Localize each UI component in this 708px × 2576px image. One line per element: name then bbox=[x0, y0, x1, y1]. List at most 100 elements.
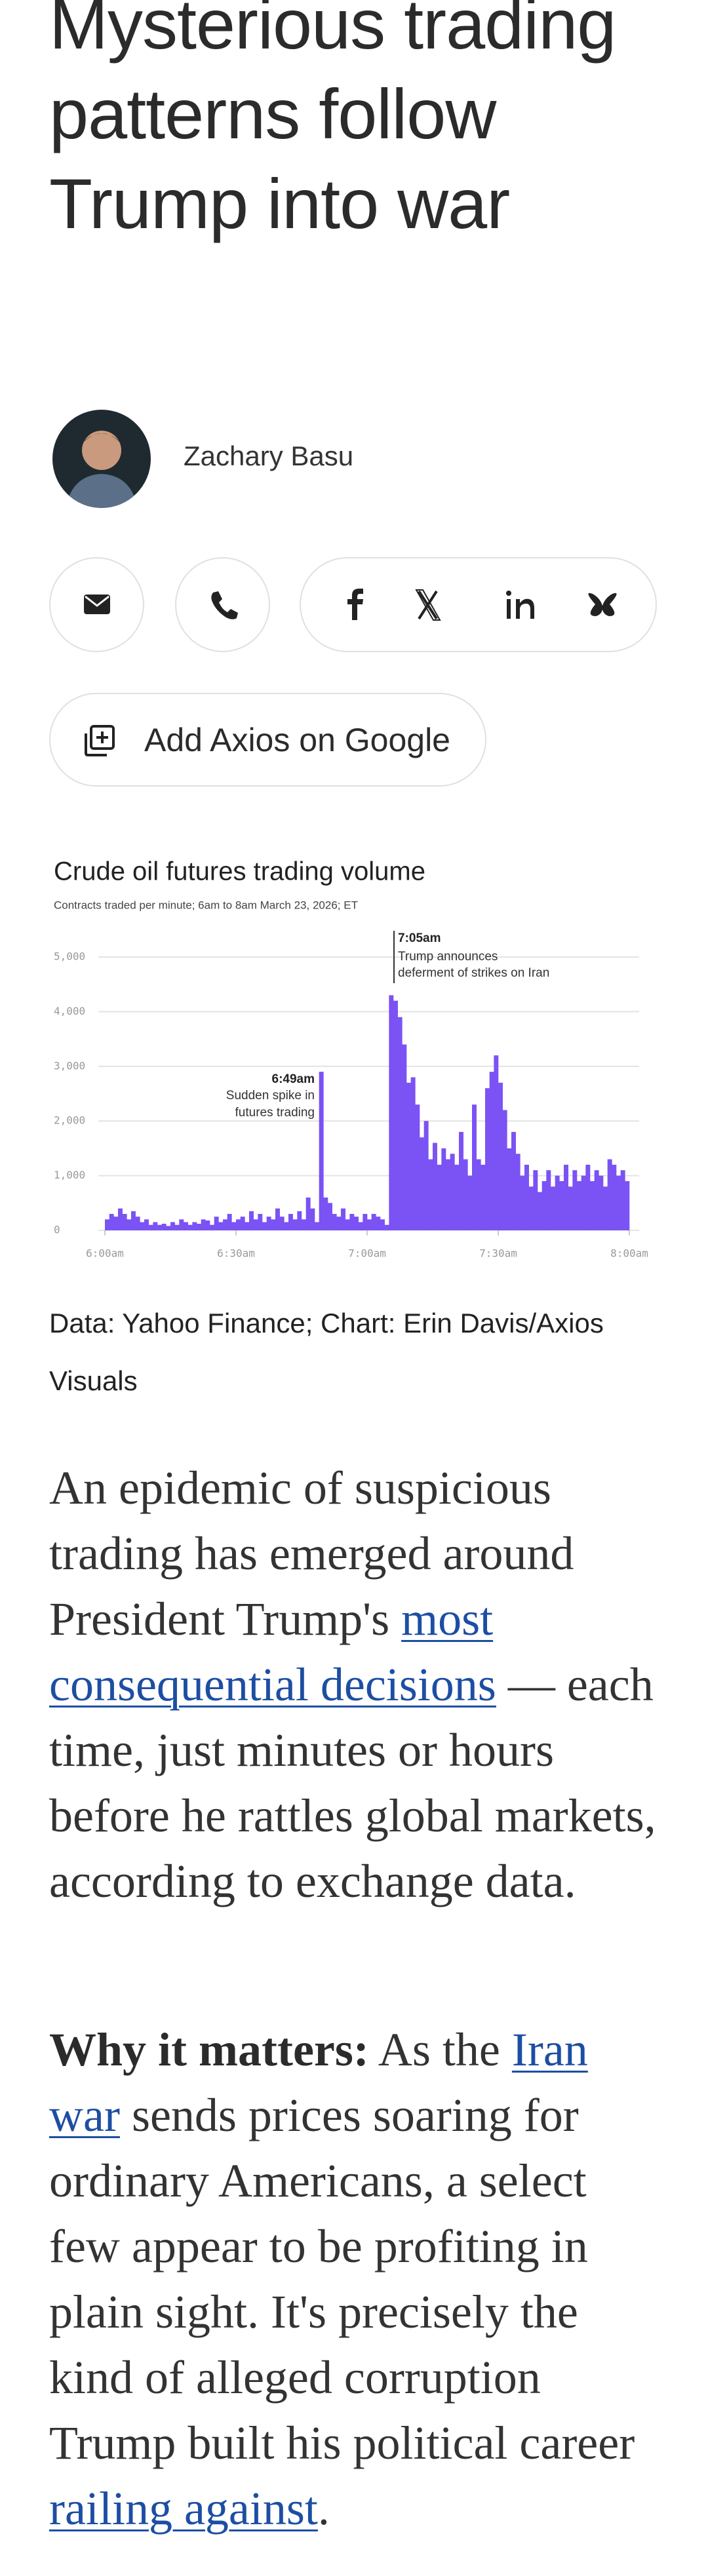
email-icon bbox=[84, 595, 110, 614]
bar bbox=[227, 1213, 232, 1230]
bar bbox=[249, 1211, 254, 1230]
bar bbox=[144, 1219, 149, 1230]
bar bbox=[201, 1219, 206, 1230]
bar bbox=[266, 1217, 271, 1230]
x-tick-label: 6:30am bbox=[217, 1247, 255, 1260]
bar bbox=[310, 1208, 315, 1230]
bar bbox=[179, 1219, 184, 1230]
bar bbox=[511, 1131, 516, 1230]
annotation-text: futures trading bbox=[235, 1106, 315, 1120]
bar bbox=[174, 1224, 180, 1230]
share-icons bbox=[347, 589, 617, 621]
y-tick-label: 1,000 bbox=[54, 1169, 85, 1181]
phone-button[interactable] bbox=[175, 557, 270, 652]
bar bbox=[559, 1181, 564, 1230]
x-tick-label: 7:30am bbox=[479, 1247, 517, 1260]
bar bbox=[279, 1217, 285, 1230]
author-name[interactable]: Zachary Basu bbox=[184, 440, 354, 471]
bar bbox=[184, 1222, 188, 1230]
bar bbox=[135, 1217, 140, 1230]
text: An epidemic of suspicious trading has em… bbox=[49, 1462, 574, 1645]
annotation-time: 6:49am bbox=[272, 1072, 315, 1086]
bar bbox=[187, 1224, 193, 1230]
bar bbox=[384, 1224, 389, 1230]
bar bbox=[292, 1219, 298, 1230]
bar bbox=[140, 1222, 145, 1230]
chart-caption: Data: Yahoo Finance; Chart: Erin Davis/A… bbox=[49, 1308, 604, 1396]
email-button[interactable] bbox=[49, 557, 144, 652]
google-icon bbox=[85, 725, 115, 756]
bar bbox=[590, 1181, 595, 1230]
bar bbox=[568, 1186, 573, 1230]
bar bbox=[494, 1055, 499, 1230]
bar bbox=[485, 1088, 490, 1230]
bar bbox=[420, 1137, 424, 1230]
text: As the bbox=[368, 2023, 512, 2076]
text: — each time, just minutes or hours befor… bbox=[49, 1658, 656, 1907]
annotation-text: Sudden spike in bbox=[226, 1089, 315, 1103]
bar bbox=[113, 1217, 119, 1230]
bar bbox=[533, 1170, 538, 1230]
chart-subtitle: Contracts traded per minute; 6am to 8am … bbox=[54, 899, 358, 911]
annotation-text: Trump announces bbox=[398, 950, 498, 964]
annotation-text: deferment of strikes on Iran bbox=[398, 966, 549, 980]
google-button[interactable] bbox=[49, 693, 486, 787]
bar bbox=[450, 1154, 455, 1230]
bar bbox=[275, 1208, 280, 1230]
link[interactable]: most consequential decisions bbox=[49, 1593, 496, 1711]
bar bbox=[105, 1219, 109, 1230]
text: sends prices soaring for ordinary Americ… bbox=[49, 2089, 635, 2469]
bar bbox=[328, 1203, 332, 1230]
bar bbox=[271, 1219, 276, 1230]
bar bbox=[236, 1219, 241, 1230]
bar bbox=[231, 1222, 237, 1230]
x-tick-label: 7:00am bbox=[348, 1247, 386, 1260]
bar bbox=[157, 1224, 162, 1230]
y-tick-label: 0 bbox=[54, 1224, 60, 1236]
link[interactable]: Iran war bbox=[49, 2023, 588, 2141]
headline: Mysterious trading patterns follow Trump… bbox=[49, 0, 616, 243]
bar bbox=[489, 1072, 494, 1230]
bar bbox=[581, 1175, 586, 1230]
phone-icon bbox=[211, 591, 238, 619]
bar bbox=[524, 1164, 529, 1230]
x-tick-label: 8:00am bbox=[610, 1247, 648, 1260]
bar bbox=[459, 1131, 463, 1230]
bar bbox=[363, 1213, 368, 1230]
bar bbox=[437, 1164, 442, 1230]
bar bbox=[498, 1082, 503, 1230]
bar bbox=[612, 1164, 617, 1230]
bar bbox=[594, 1170, 599, 1230]
share-buttons[interactable] bbox=[300, 557, 657, 652]
bar bbox=[302, 1219, 306, 1230]
bar bbox=[161, 1223, 167, 1230]
bar bbox=[528, 1186, 534, 1230]
bar bbox=[393, 1000, 398, 1230]
bar bbox=[262, 1222, 267, 1230]
chart: Crude oil futures trading volume Contrac… bbox=[54, 857, 648, 1260]
bar bbox=[520, 1175, 525, 1230]
bar bbox=[603, 1186, 608, 1230]
bar bbox=[245, 1222, 250, 1230]
bar bbox=[620, 1170, 625, 1230]
bar bbox=[122, 1213, 127, 1230]
bar bbox=[446, 1159, 450, 1230]
bar bbox=[507, 1148, 512, 1230]
link[interactable]: railing against bbox=[49, 2482, 318, 2535]
annotation-time: 7:05am bbox=[398, 931, 441, 945]
lead-in: Why it matters: bbox=[49, 2023, 369, 2076]
bar bbox=[538, 1192, 542, 1230]
bar bbox=[223, 1219, 227, 1230]
paragraph: An epidemic of suspicious trading has em… bbox=[49, 1455, 659, 1914]
bar bbox=[502, 1110, 507, 1230]
author-avatar[interactable] bbox=[52, 410, 151, 508]
bar bbox=[336, 1217, 342, 1230]
bar bbox=[323, 1197, 328, 1230]
paragraph: Why it matters: As the Iran war sends pr… bbox=[49, 2017, 659, 2541]
bar bbox=[297, 1211, 302, 1230]
bar bbox=[577, 1181, 581, 1230]
bar bbox=[131, 1211, 136, 1230]
google-button-label[interactable]: Add Axios on Google bbox=[144, 722, 450, 758]
bar bbox=[441, 1148, 446, 1230]
